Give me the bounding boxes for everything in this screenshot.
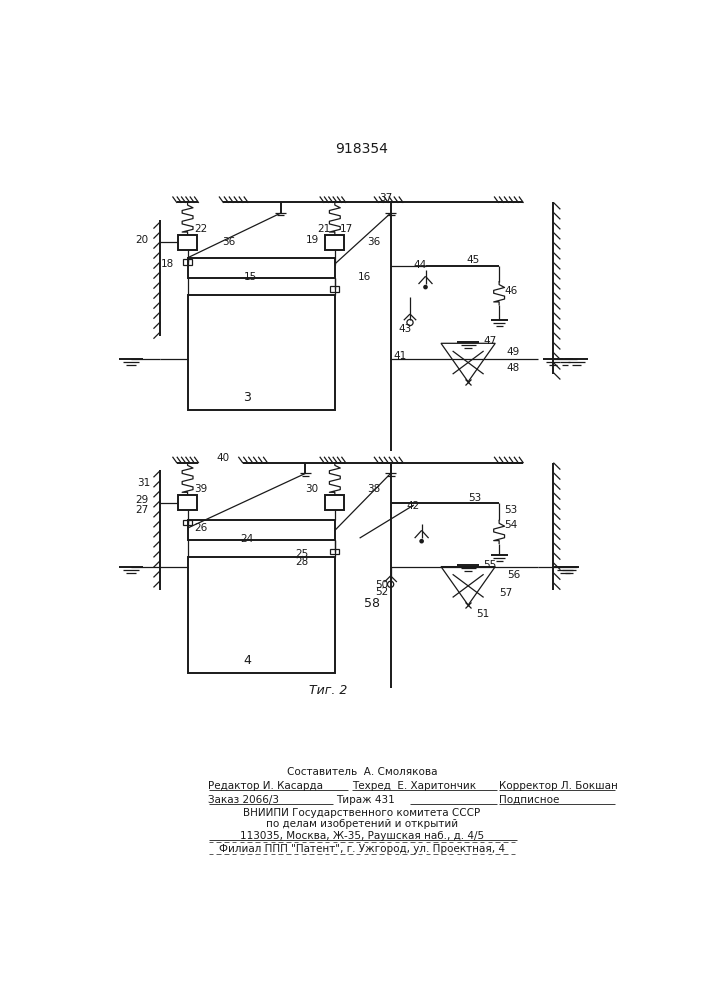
Bar: [330, 286, 339, 292]
Text: 48: 48: [507, 363, 520, 373]
Text: 45: 45: [467, 255, 480, 265]
Bar: [183, 520, 192, 525]
Text: Корректор Л. Бокшан: Корректор Л. Бокшан: [499, 781, 618, 791]
Text: 918354: 918354: [336, 142, 388, 156]
Text: ВНИИПИ Государственного комитета СССР: ВНИИПИ Государственного комитета СССР: [243, 808, 481, 818]
Text: 29: 29: [135, 495, 148, 505]
Text: 55: 55: [484, 560, 497, 570]
Text: 53: 53: [468, 493, 481, 503]
Text: 16: 16: [358, 272, 371, 282]
Text: 51: 51: [476, 609, 489, 619]
Text: 24: 24: [240, 534, 254, 544]
Text: 36: 36: [223, 237, 235, 247]
Text: 25: 25: [296, 549, 308, 559]
Text: Заказ 2066/3: Заказ 2066/3: [209, 795, 279, 805]
Text: 44: 44: [414, 260, 427, 270]
Bar: [330, 549, 339, 554]
Text: 20: 20: [135, 235, 148, 245]
Text: 39: 39: [194, 484, 207, 494]
Bar: [187, 520, 335, 540]
Text: 28: 28: [296, 557, 308, 567]
Text: 27: 27: [135, 505, 148, 515]
Text: 4: 4: [243, 654, 251, 667]
Circle shape: [419, 539, 424, 544]
Bar: [325, 235, 344, 250]
Text: Техред  Е. Харитончик: Техред Е. Харитончик: [352, 781, 476, 791]
Text: 21: 21: [317, 224, 330, 234]
Text: 57: 57: [499, 588, 513, 598]
Text: 42: 42: [406, 501, 419, 511]
Text: 41: 41: [393, 351, 407, 361]
Bar: [187, 295, 335, 410]
Text: по делам изобретений и открытий: по делам изобретений и открытий: [266, 819, 458, 829]
Text: 56: 56: [507, 570, 520, 580]
Text: 3: 3: [243, 391, 251, 404]
Text: 22: 22: [194, 224, 207, 234]
Text: Тираж 431: Тираж 431: [337, 795, 395, 805]
Text: 31: 31: [137, 478, 151, 488]
Text: 40: 40: [216, 453, 229, 463]
Bar: [183, 259, 192, 265]
Text: Τиг. 2: Τиг. 2: [309, 684, 348, 697]
Text: 113035, Москва, Ж-35, Раушская наб., д. 4/5: 113035, Москва, Ж-35, Раушская наб., д. …: [240, 831, 484, 841]
Text: 26: 26: [194, 523, 207, 533]
Text: 15: 15: [243, 272, 257, 282]
Text: 43: 43: [398, 324, 411, 334]
Text: 46: 46: [505, 286, 518, 296]
Text: 54: 54: [505, 520, 518, 530]
Bar: [177, 495, 197, 510]
Circle shape: [423, 285, 428, 289]
Bar: [177, 235, 197, 250]
Text: 17: 17: [340, 224, 354, 234]
Text: 49: 49: [507, 347, 520, 357]
Text: 58: 58: [363, 597, 380, 610]
Text: 18: 18: [160, 259, 174, 269]
Text: 36: 36: [368, 237, 380, 247]
Text: 37: 37: [379, 193, 392, 203]
Text: Составитель  А. Смолякова: Составитель А. Смолякова: [287, 767, 437, 777]
Text: Подписное: Подписное: [499, 795, 559, 805]
Text: 30: 30: [305, 484, 318, 494]
Bar: [325, 495, 344, 510]
Text: 50: 50: [375, 580, 388, 590]
Text: 38: 38: [368, 484, 380, 494]
Text: 19: 19: [305, 235, 319, 245]
Text: Филиал ППП "Патент", г. Ужгород, ул. Проектная, 4: Филиал ППП "Патент", г. Ужгород, ул. Про…: [219, 844, 505, 854]
Text: 53: 53: [505, 505, 518, 515]
Text: 47: 47: [484, 336, 497, 346]
Text: Редактор И. Касарда: Редактор И. Касарда: [209, 781, 324, 791]
Bar: [187, 258, 335, 278]
Text: 52: 52: [375, 587, 388, 597]
Bar: [187, 557, 335, 673]
